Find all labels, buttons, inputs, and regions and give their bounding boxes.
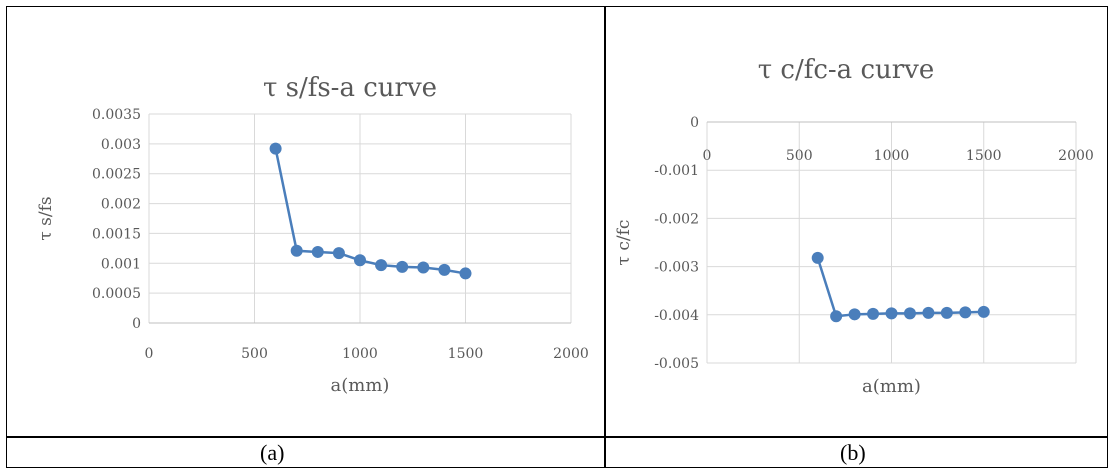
chart-a-y-tick-label: 0.002	[101, 197, 141, 213]
chart-a-data-point	[332, 247, 345, 260]
chart-b-data-point	[848, 308, 861, 321]
chart-a-data-point	[375, 259, 388, 272]
chart-b-data-point	[885, 307, 898, 320]
chart-b-y-axis-label: τ c/fc	[614, 220, 634, 266]
chart-b-x-tick-label: 1000	[874, 148, 910, 164]
chart-b-data-point	[940, 306, 953, 319]
chart-a-y-tick-label: 0.0035	[92, 107, 141, 123]
chart-b-data-point	[867, 307, 880, 320]
caption-a: (a)	[260, 440, 285, 465]
chart-a-x-tick-label: 500	[241, 346, 268, 362]
chart-a-x-tick-label: 1000	[342, 346, 378, 362]
chart-a-y-axis-label: τ s/fs	[36, 196, 56, 240]
chart-a-data-point	[459, 267, 472, 280]
chart-b-x-tick-label: 2000	[1058, 148, 1094, 164]
chart-b-container: 0 -0.001 -0.002 -0.003 -0.004 -0.005 0 500 1000 1…	[612, 16, 1102, 434]
chart-a-y-tick-label: 0.001	[101, 256, 141, 272]
caption-b: (b)	[840, 440, 866, 465]
chart-a-data-point	[311, 245, 324, 258]
figure-frame	[6, 6, 1108, 468]
chart-b-y-tick-label: -0.003	[654, 260, 699, 276]
chart-a-x-tick-label: 1500	[448, 346, 484, 362]
chart-a-x-axis-label: a(mm)	[331, 375, 390, 396]
chart-b-x-tick-label: 500	[786, 148, 813, 164]
chart-b-series-line	[816, 257, 984, 318]
chart-a-y-tick-label: 0.0005	[92, 286, 141, 302]
chart-a-x-tick-label: 2000	[553, 346, 589, 362]
chart-a-series-line	[274, 148, 466, 275]
chart-b-y-tick-label: 0	[690, 115, 699, 131]
chart-a-y-tick-label: 0.003	[101, 137, 141, 153]
panel-divider	[604, 6, 606, 468]
chart-b-data-point	[922, 306, 935, 319]
chart-b-y-tick-label: -0.004	[654, 308, 699, 324]
chart-a-data-point	[354, 254, 366, 267]
chart-b-y-tick-label: -0.002	[654, 211, 699, 227]
chart-b-title: τ c/fc-a curve	[758, 55, 935, 85]
chart-a-data-point	[396, 260, 409, 273]
chart-b-x-tick-label: 1500	[966, 148, 1002, 164]
chart-a-y-tick-label: 0.0025	[92, 167, 141, 183]
chart-b-data-point	[830, 310, 843, 323]
chart-b-data-point	[977, 305, 990, 318]
chart-b-x-tick-label: 0	[703, 148, 712, 164]
chart-b-x-axis-label: a(mm)	[862, 376, 921, 397]
chart-a-data-point	[438, 263, 451, 276]
chart-a-data-point	[269, 142, 282, 155]
chart-a-x-tick-label: 0	[145, 346, 154, 362]
chart-b-data-point	[811, 251, 824, 264]
chart-b-data-point	[959, 306, 972, 319]
chart-a-data-point	[290, 244, 303, 257]
chart-a-data-point	[417, 261, 430, 274]
chart-b-y-tick-label: -0.001	[654, 163, 699, 179]
chart-a-y-tick-label: 0	[132, 316, 141, 332]
caption-divider	[6, 436, 1108, 438]
chart-a: 0 0.0005 0.001 0.0015 0.002 0.0025 0.003 0.0035…	[36, 73, 589, 396]
chart-a-y-tick-label: 0.0015	[92, 226, 141, 242]
chart-b-y-tick-label: -0.005	[654, 356, 699, 372]
chart-a-title: τ s/fs-a curve	[263, 73, 437, 103]
chart-b-data-point	[903, 307, 916, 320]
chart-a-container: 0 0.0005 0.001 0.0015 0.002 0.0025 0.003 0.0035…	[13, 16, 599, 434]
